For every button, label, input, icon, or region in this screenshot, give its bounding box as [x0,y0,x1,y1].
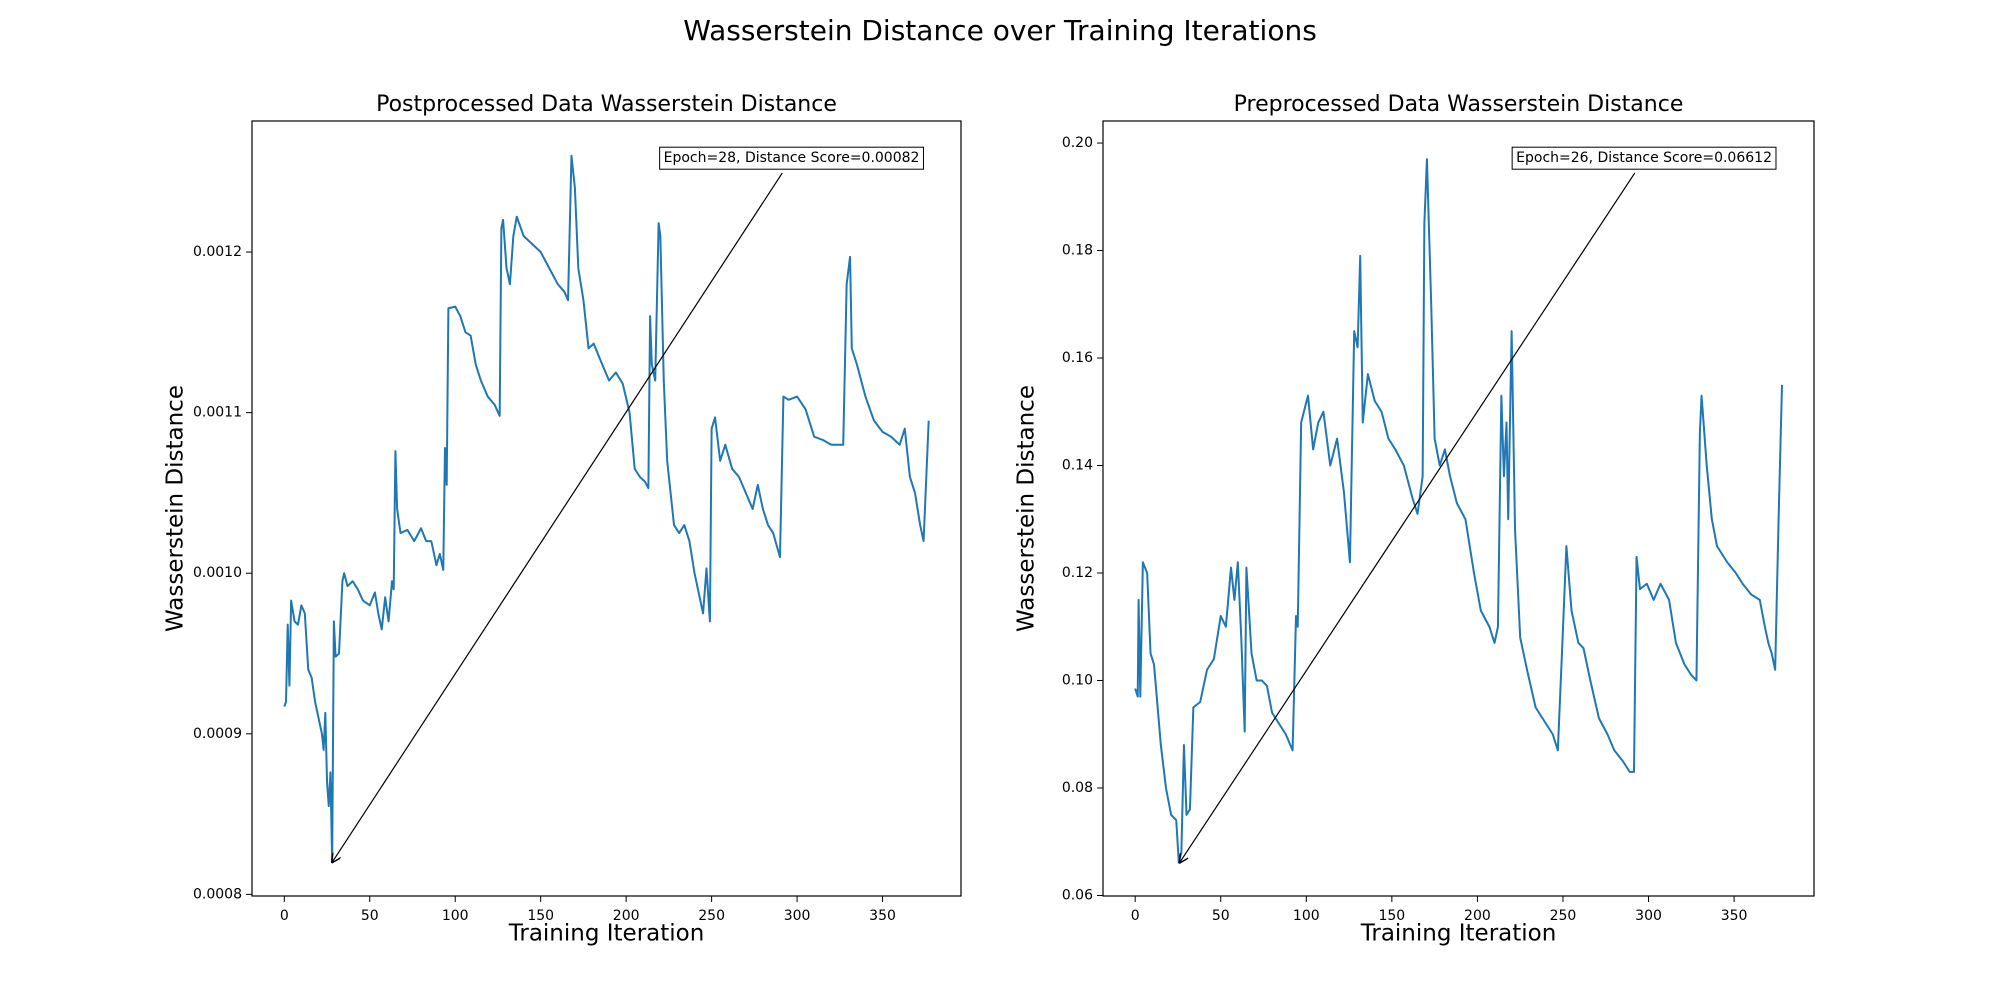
y-tick-label: 0.16 [1062,350,1093,366]
x-tick-label: 350 [869,908,896,924]
x-tick-label: 100 [442,908,469,924]
y-tick-label: 0.08 [1062,780,1093,796]
plot-frame [1102,120,1815,897]
annotation-text: Epoch=28, Distance Score=0.00082 [664,150,920,166]
figure-title: Wasserstein Distance over Training Itera… [683,14,1317,47]
y-axis-label: Wasserstein Distance [163,385,189,632]
x-tick-label: 0 [1131,908,1140,924]
y-tick-label: 0.06 [1062,887,1093,903]
annotation-arrow [1180,172,1636,863]
y-axis-label: Wasserstein Distance [1014,385,1040,632]
annotation-text: Epoch=26, Distance Score=0.06612 [1516,150,1772,166]
y-tick-label: 0.0012 [193,244,242,260]
x-tick-label: 300 [1635,908,1662,924]
subplot-title: Postprocessed Data Wasserstein Distance [376,92,837,117]
y-tick-label: 0.0009 [193,726,242,742]
x-tick-label: 250 [698,908,725,924]
x-tick-label: 250 [1550,908,1577,924]
data-line [283,154,930,864]
annotation-arrow [332,172,783,862]
x-tick-label: 300 [784,908,811,924]
plot-frame [251,120,962,897]
y-tick-label: 0.14 [1062,458,1093,474]
x-axis-label: Training Iteration [508,921,705,947]
annotation-box [1511,146,1777,170]
x-axis-label: Training Iteration [1360,921,1557,947]
x-tick-label: 350 [1721,908,1748,924]
y-tick-label: 0.0011 [193,405,242,421]
x-tick-label: 200 [1464,908,1491,924]
subplot-title: Preprocessed Data Wasserstein Distance [1234,92,1684,117]
y-tick-label: 0.0008 [193,886,242,902]
annotation-box [659,146,924,170]
x-tick-label: 50 [361,908,379,924]
y-tick-label: 0.12 [1062,565,1093,581]
y-tick-label: 0.10 [1062,672,1093,688]
y-tick-label: 0.18 [1062,243,1093,259]
y-tick-label: 0.0010 [193,565,242,581]
x-tick-label: 150 [1378,908,1405,924]
x-tick-label: 50 [1212,908,1230,924]
x-tick-label: 150 [527,908,554,924]
x-tick-label: 100 [1293,908,1320,924]
data-line [1134,158,1783,864]
y-tick-label: 0.20 [1062,135,1093,151]
x-tick-label: 0 [280,908,289,924]
x-tick-label: 200 [613,908,640,924]
